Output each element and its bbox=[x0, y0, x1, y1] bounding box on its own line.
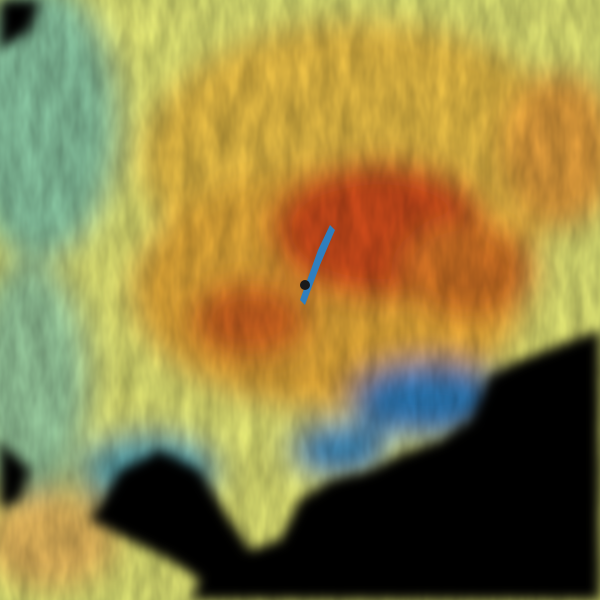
radar-center-clutter bbox=[300, 225, 335, 305]
